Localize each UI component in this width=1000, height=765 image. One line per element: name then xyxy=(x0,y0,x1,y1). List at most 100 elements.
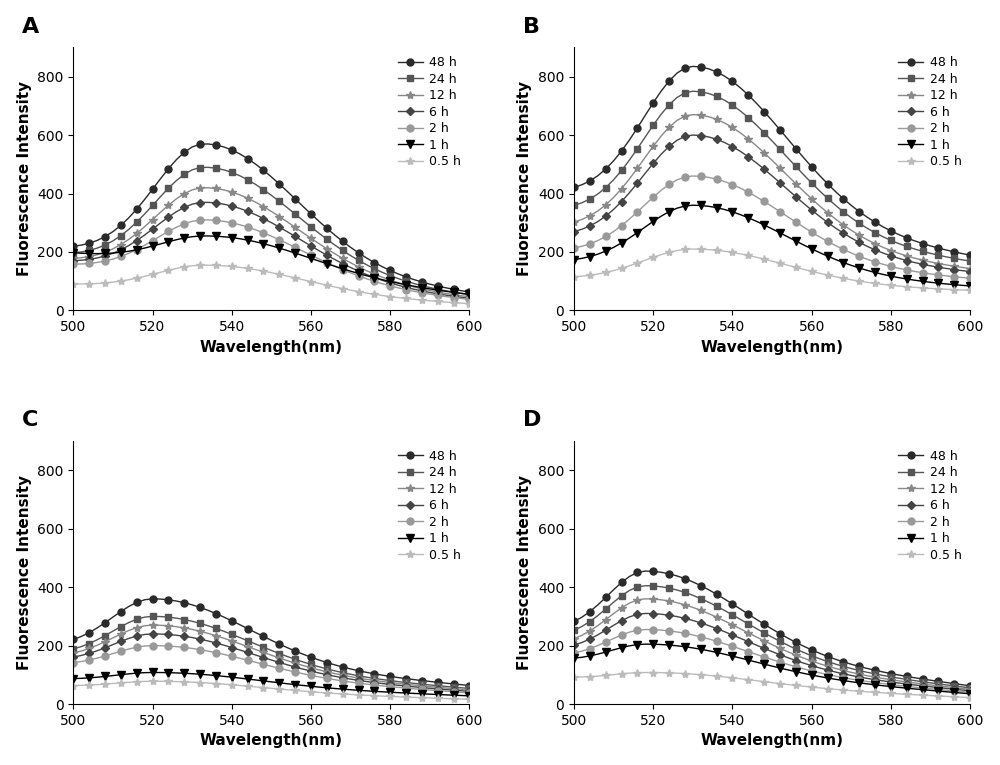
Line: 6 h: 6 h xyxy=(71,200,472,301)
0.5 h xyxy=(639,668,651,677)
Y-axis label: Fluorescence Intensity: Fluorescence Intensity xyxy=(517,475,532,670)
2 h xyxy=(202,646,214,656)
2 h xyxy=(337,265,349,275)
0.5 h xyxy=(837,685,849,695)
6 h xyxy=(456,293,468,302)
1 h xyxy=(337,264,349,273)
1 h xyxy=(861,265,873,275)
12 h xyxy=(154,207,166,216)
6 h xyxy=(964,686,976,695)
2 h xyxy=(194,216,206,225)
48 h xyxy=(695,63,707,72)
1 h xyxy=(861,679,873,689)
1 h xyxy=(956,281,968,290)
6 h xyxy=(202,198,214,207)
0.5 h xyxy=(703,671,715,680)
24 h xyxy=(703,597,715,607)
48 h xyxy=(703,64,715,73)
1 h xyxy=(655,212,667,221)
12 h xyxy=(837,666,849,675)
0.5 h xyxy=(194,261,206,270)
24 h xyxy=(463,684,475,693)
6 h xyxy=(956,266,968,275)
2 h xyxy=(360,679,372,689)
24 h xyxy=(655,109,667,119)
1 h xyxy=(194,669,206,679)
12 h xyxy=(67,649,79,658)
12 h xyxy=(456,291,468,301)
1 h xyxy=(687,200,699,210)
1 h xyxy=(964,282,976,291)
1 h xyxy=(67,248,79,257)
6 h xyxy=(861,674,873,683)
12 h xyxy=(360,675,372,684)
24 h xyxy=(956,256,968,265)
1 h xyxy=(186,232,198,241)
0.5 h xyxy=(695,670,707,679)
Y-axis label: Fluorescence Intensity: Fluorescence Intensity xyxy=(17,81,32,276)
Line: 48 h: 48 h xyxy=(70,141,473,295)
X-axis label: Wavelength(nm): Wavelength(nm) xyxy=(200,340,343,355)
1 h xyxy=(703,202,715,211)
12 h xyxy=(639,594,651,604)
1 h xyxy=(162,668,174,677)
12 h xyxy=(837,220,849,230)
48 h xyxy=(663,569,675,578)
12 h xyxy=(463,292,475,301)
24 h xyxy=(162,613,174,622)
0.5 h xyxy=(202,679,214,688)
2 h xyxy=(154,231,166,240)
Line: 0.5 h: 0.5 h xyxy=(570,669,974,702)
2 h xyxy=(147,641,159,650)
Line: 6 h: 6 h xyxy=(571,610,973,694)
48 h xyxy=(861,664,873,673)
2 h xyxy=(337,676,349,685)
12 h xyxy=(456,685,468,694)
6 h xyxy=(837,669,849,679)
12 h xyxy=(568,634,580,643)
48 h xyxy=(463,288,475,297)
0.5 h xyxy=(861,687,873,696)
48 h xyxy=(194,139,206,148)
6 h xyxy=(194,198,206,207)
6 h xyxy=(687,131,699,140)
Line: 24 h: 24 h xyxy=(70,164,473,298)
0.5 h xyxy=(194,678,206,687)
48 h xyxy=(964,682,976,691)
1 h xyxy=(337,685,349,694)
6 h xyxy=(456,686,468,695)
Line: 0.5 h: 0.5 h xyxy=(69,677,474,704)
12 h xyxy=(337,671,349,680)
2 h xyxy=(703,173,715,182)
24 h xyxy=(837,662,849,671)
48 h xyxy=(360,253,372,262)
6 h xyxy=(703,132,715,142)
24 h xyxy=(147,612,159,621)
0.5 h xyxy=(703,245,715,254)
2 h xyxy=(360,274,372,283)
24 h xyxy=(837,207,849,216)
2 h xyxy=(186,216,198,226)
0.5 h xyxy=(147,677,159,686)
0.5 h xyxy=(956,285,968,295)
24 h xyxy=(964,683,976,692)
48 h xyxy=(147,594,159,604)
1 h xyxy=(67,674,79,683)
12 h xyxy=(964,264,976,273)
48 h xyxy=(456,286,468,295)
6 h xyxy=(956,685,968,695)
Line: 2 h: 2 h xyxy=(571,626,974,696)
2 h xyxy=(463,295,475,304)
2 h xyxy=(703,634,715,643)
12 h xyxy=(360,266,372,275)
2 h xyxy=(837,673,849,682)
12 h xyxy=(202,183,214,192)
24 h xyxy=(337,668,349,677)
2 h xyxy=(861,677,873,686)
2 h xyxy=(162,642,174,651)
24 h xyxy=(861,223,873,233)
6 h xyxy=(194,634,206,643)
0.5 h xyxy=(463,299,475,308)
48 h xyxy=(687,62,699,71)
6 h xyxy=(154,218,166,227)
